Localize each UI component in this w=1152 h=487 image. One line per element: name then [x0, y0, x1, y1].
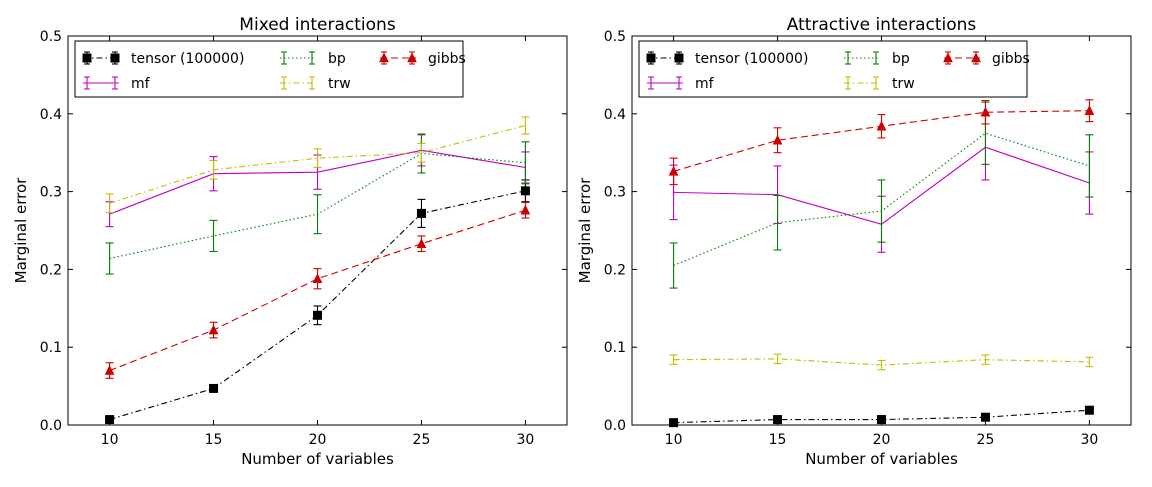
legend-label: tensor (100000): [131, 51, 244, 67]
x-tick-label: 20: [309, 432, 327, 448]
data-point: [105, 415, 115, 425]
x-tick-label: 20: [873, 432, 891, 448]
legend-box: [74, 40, 464, 98]
data-point: [877, 415, 886, 425]
legend-item: bp: [844, 51, 910, 67]
y-tick-label: 0.2: [40, 262, 62, 278]
data-point: [312, 273, 323, 283]
legend-label: trw: [328, 76, 351, 92]
data-point: [980, 412, 990, 422]
series-markers-5: [104, 201, 531, 379]
legend-label: mf: [131, 76, 151, 92]
legend-item: bp: [280, 51, 346, 67]
legend-marker: [674, 53, 684, 63]
data-point: [416, 238, 427, 248]
y-tick-label: 0.4: [40, 107, 62, 123]
legend-item: trw: [280, 76, 351, 92]
x-tick-label: 30: [1081, 432, 1099, 448]
data-point: [1084, 105, 1095, 115]
data-point: [876, 120, 887, 131]
legend-marker: [82, 53, 92, 63]
chart-panel-2: 0.0 0.1 0.2 0.3 0.4 0.5 10 15 20 25 30 Attractive i…: [576, 15, 1132, 468]
chart-title: Attractive interactions: [787, 15, 977, 35]
x-tick-label: 25: [413, 432, 431, 448]
y-tick-label: 0.4: [604, 107, 626, 123]
legend-marker: [379, 52, 389, 63]
data-point: [520, 186, 530, 196]
legend-label: trw: [892, 76, 915, 92]
data-point: [104, 364, 115, 375]
y-tick-label: 0.5: [40, 29, 62, 45]
legend-item: tensor (100000): [646, 51, 808, 67]
legend: tensor (100000) mf bp trw gibbs: [638, 40, 1030, 98]
data-point: [669, 418, 679, 428]
y-tick-label: 0.0: [604, 418, 626, 434]
legend-item: gibbs: [943, 51, 1030, 67]
x-axis-label: Number of variables: [805, 450, 958, 468]
series-line: [109, 124, 526, 204]
data-point: [313, 310, 322, 320]
y-tick-label: 0.5: [604, 29, 626, 45]
data-point: [772, 134, 783, 145]
x-tick-label: 15: [769, 432, 787, 448]
data-point: [520, 204, 531, 215]
legend-item: trw: [844, 76, 915, 92]
legend-marker: [110, 53, 120, 63]
legend-label: gibbs: [992, 51, 1030, 67]
x-tick-label: 10: [665, 432, 683, 448]
legend-marker: [407, 52, 417, 63]
y-tick-label: 0.0: [40, 418, 62, 434]
data-point: [980, 106, 991, 117]
chart-panel-1: 0.0 0.1 0.2 0.3 0.4 0.5 10 15 20 25 30 Mixed intera…: [12, 15, 568, 468]
series-markers-1: [669, 405, 1094, 428]
legend-label: bp: [328, 51, 346, 67]
legend-item: tensor (100000): [82, 51, 244, 67]
y-tick-label: 0.3: [40, 185, 62, 201]
legend-box: [638, 40, 1028, 98]
x-tick-label: 30: [517, 432, 535, 448]
series-line-3: [105, 133, 530, 275]
y-axis-label: Marginal error: [576, 177, 594, 284]
series-line-4: [105, 116, 530, 214]
legend-marker: [646, 53, 656, 63]
legend: tensor (100000) mf bp trw gibbs: [74, 40, 466, 98]
legend-marker: [971, 52, 981, 63]
legend-label: tensor (100000): [695, 51, 808, 67]
data-point: [773, 415, 783, 425]
y-axis-label: Marginal error: [12, 177, 30, 284]
y-tick-label: 0.3: [604, 185, 626, 201]
legend-label: gibbs: [428, 51, 466, 67]
x-tick-label: 10: [101, 432, 119, 448]
legend-label: bp: [892, 51, 910, 67]
y-tick-label: 0.1: [604, 340, 626, 356]
series-markers-5: [668, 99, 1095, 186]
y-tick-label: 0.1: [40, 340, 62, 356]
x-axis-label: Number of variables: [241, 450, 394, 468]
chart-title: Mixed interactions: [239, 15, 396, 35]
data-point: [209, 383, 219, 393]
x-tick-label: 15: [205, 432, 223, 448]
data-point: [668, 165, 679, 176]
x-tick-label: 25: [977, 432, 995, 448]
y-tick-label: 0.2: [604, 262, 626, 278]
legend-marker: [943, 52, 953, 63]
legend-item: mf: [647, 76, 715, 92]
legend-item: mf: [83, 76, 151, 92]
series-line: [109, 190, 526, 421]
data-point: [416, 208, 426, 218]
series-line-4: [669, 353, 1094, 371]
data-point: [1084, 405, 1094, 415]
legend-item: gibbs: [379, 51, 466, 67]
data-point: [208, 324, 219, 335]
legend-label: mf: [695, 76, 715, 92]
